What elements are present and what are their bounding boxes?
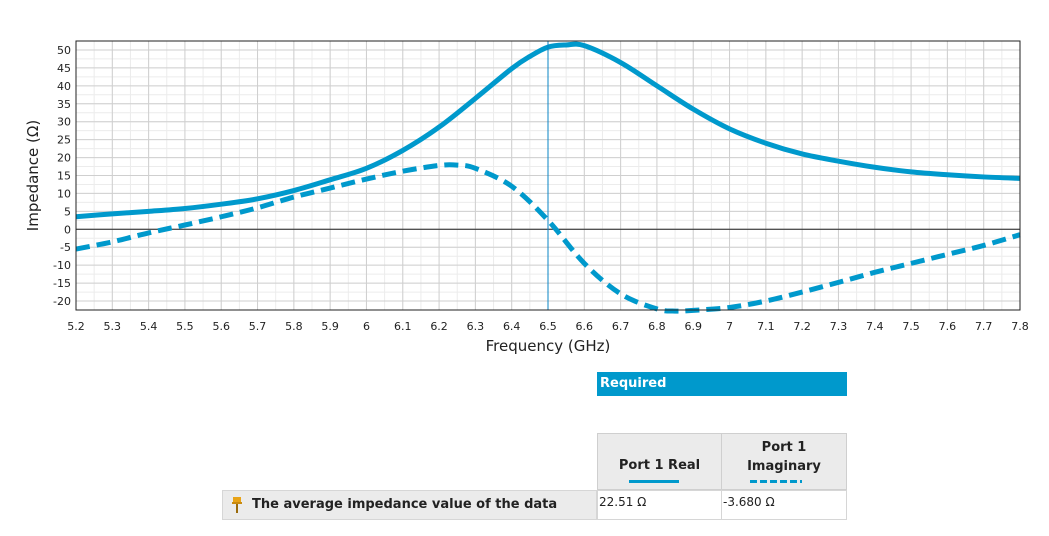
pin-icon: [232, 497, 242, 513]
y-tick-label: 10: [57, 187, 71, 200]
x-tick-label: 6.7: [612, 320, 630, 333]
series-line-port1-imaginary: [75, 162, 1021, 314]
y-axis-label: Impedance (Ω): [24, 120, 42, 231]
x-tick-label: 6.8: [648, 320, 666, 333]
x-tick-label: 5.5: [176, 320, 194, 333]
x-tick-label: 7.7: [975, 320, 993, 333]
x-tick-label: 6.4: [503, 320, 521, 333]
x-tick-label: 7.5: [902, 320, 920, 333]
legend-solid-line-swatch: [629, 480, 679, 483]
column-header-port1-real[interactable]: Port 1 Real: [597, 433, 722, 490]
y-tick-label: 50: [57, 44, 71, 57]
impedance-chart: 5.2 5.3 5.4 5.5 5.6 5.7 5.8 5.9 6 6.1 6.2 6.3 6.4 6.5…: [24, 40, 1029, 355]
y-tick-label: 0: [64, 223, 71, 236]
required-header: Required: [597, 372, 847, 396]
x-tick-label: 5.2: [67, 320, 85, 333]
legend-dashed-line-swatch: [750, 480, 802, 483]
value-port1-real: 22.51 Ω: [597, 490, 722, 520]
y-tick-label: -5: [60, 241, 71, 254]
x-tick-label: 6.6: [576, 320, 594, 333]
x-tick-label: 5.4: [140, 320, 158, 333]
column-header-imag-line2: Imaginary: [747, 459, 821, 474]
y-tick-label: 25: [57, 134, 71, 147]
column-header-imag-line1: Port 1: [761, 440, 807, 455]
y-tick-label: 5: [64, 205, 71, 218]
y-tick-label: -15: [53, 277, 71, 290]
x-tick-label: 7.3: [830, 320, 848, 333]
x-tick-label: 7.8: [1011, 320, 1029, 333]
x-tick-label: 6.1: [394, 320, 412, 333]
x-tick-label: 7.4: [866, 320, 884, 333]
x-tick-label: 6.3: [467, 320, 485, 333]
column-header-imag-label: Port 1 Imaginary: [722, 438, 846, 476]
y-tick-label: -10: [53, 259, 71, 272]
x-tick-label: 7: [726, 320, 733, 333]
x-tick-label: 7.2: [793, 320, 811, 333]
x-tick-label: 6.9: [684, 320, 702, 333]
y-tick-label: 35: [57, 98, 71, 111]
x-tick-label: 6: [363, 320, 370, 333]
y-tick-label: 45: [57, 62, 71, 75]
x-tick-label: 5.8: [285, 320, 303, 333]
y-tick-label: 30: [57, 116, 71, 129]
y-tick-label: -20: [53, 295, 71, 308]
average-impedance-row-label: The average impedance value of the data: [222, 490, 597, 520]
y-tick-label: 15: [57, 170, 71, 183]
x-tick-label: 5.6: [212, 320, 230, 333]
column-header-real-label: Port 1 Real: [618, 458, 701, 473]
value-port1-imaginary: -3.680 Ω: [721, 490, 847, 520]
column-header-port1-imaginary[interactable]: Port 1 Imaginary: [721, 433, 847, 490]
row-label-text: The average impedance value of the data: [252, 497, 558, 512]
x-axis-ticks: 5.2 5.3 5.4 5.5 5.6 5.7 5.8 5.9 6 6.1 6.2 6.3 6.4 6.5…: [67, 320, 1029, 333]
x-tick-label: 5.9: [321, 320, 339, 333]
plot-frame: [75, 40, 1021, 311]
x-tick-label: 7.1: [757, 320, 775, 333]
x-tick-label: 7.6: [939, 320, 957, 333]
x-tick-label: 5.7: [249, 320, 267, 333]
x-tick-label: 6.2: [430, 320, 448, 333]
x-tick-label: 6.5: [539, 320, 557, 333]
x-tick-label: 5.3: [104, 320, 122, 333]
y-tick-label: 40: [57, 80, 71, 93]
y-tick-label: 20: [57, 152, 71, 165]
x-axis-label: Frequency (GHz): [486, 337, 611, 355]
